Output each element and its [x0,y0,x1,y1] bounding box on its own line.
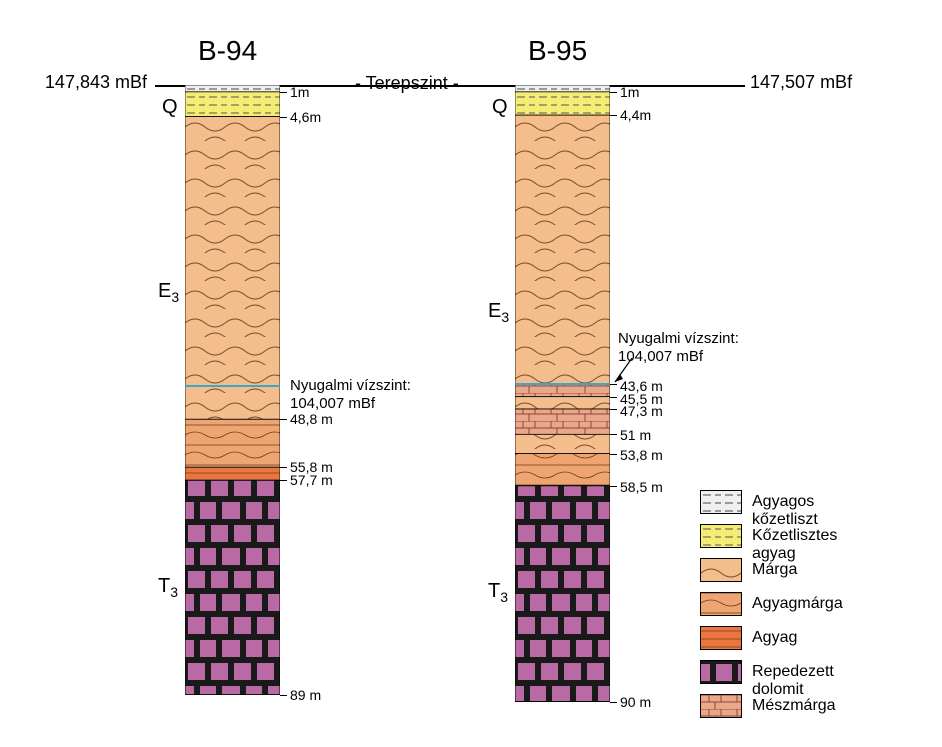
legend-swatch-silty-clay [700,524,742,548]
legend-swatch-marl [700,558,742,582]
tick [610,384,617,385]
stratigraphic-column-b94 [185,85,280,695]
tick [280,117,287,118]
depth-label: 89 m [290,687,321,703]
water-level-label-b94: Nyugalmi vízszint: 104,007 mBf [290,377,411,413]
legend-label: Agyagmárga [752,595,843,613]
depth-label: 53,8 m [620,447,663,463]
tick [610,115,617,116]
age-label-e3-b95: E3 [488,300,509,325]
depth-label: 4,6m [290,109,321,125]
tick [280,92,287,93]
depth-label: 48,8 m [290,411,333,427]
legend-swatch-clay [700,626,742,650]
legend-label: Agyag [752,629,797,647]
legend-label: Márga [752,561,797,579]
legend-label: Agyagos kőzetliszt [752,493,818,529]
depth-label: 47,3 m [620,403,663,419]
age-label-q-b94: Q [162,96,178,119]
tick [610,486,617,487]
tick [610,434,617,435]
depth-label: 4,4m [620,107,651,123]
age-label-t3-b94: T3 [158,575,178,600]
water-level-line-b95 [515,383,610,385]
stratigraphic-column-b95 [515,85,610,702]
depth-label: 1m [290,84,309,100]
water-level-line-b94 [185,385,280,387]
legend-label: Kőzetlisztes agyag [752,527,837,563]
terepszint-label: - Terepszint - [355,73,459,94]
depth-label: 90 m [620,694,651,710]
tick [610,409,617,410]
age-label-t3-b95: T3 [488,580,508,605]
borehole-title-b94: B-94 [198,35,257,67]
tick [610,702,617,703]
legend-swatch-silt [700,490,742,514]
age-label-q-b95: Q [492,96,508,119]
elevation-b94: 147,843 mBf [45,72,147,93]
depth-label: 57,7 m [290,472,333,488]
tick [610,454,617,455]
legend-label: Repedezett dolomit [752,663,834,699]
legend-swatch-claymarl [700,592,742,616]
legend-label: Mészmárga [752,697,836,715]
tick [610,397,617,398]
depth-label: 51 m [620,427,651,443]
legend-swatch-dolomite [700,660,742,684]
tick [610,92,617,93]
depth-label: 1m [620,84,639,100]
tick [280,480,287,481]
tick [280,467,287,468]
tick [280,695,287,696]
legend-swatch-limemarl [700,694,742,718]
borehole-title-b95: B-95 [528,35,587,67]
elevation-b95: 147,507 mBf [750,72,852,93]
age-label-e3-b94: E3 [158,280,179,305]
tick [280,419,287,420]
depth-label: 58,5 m [620,479,663,495]
